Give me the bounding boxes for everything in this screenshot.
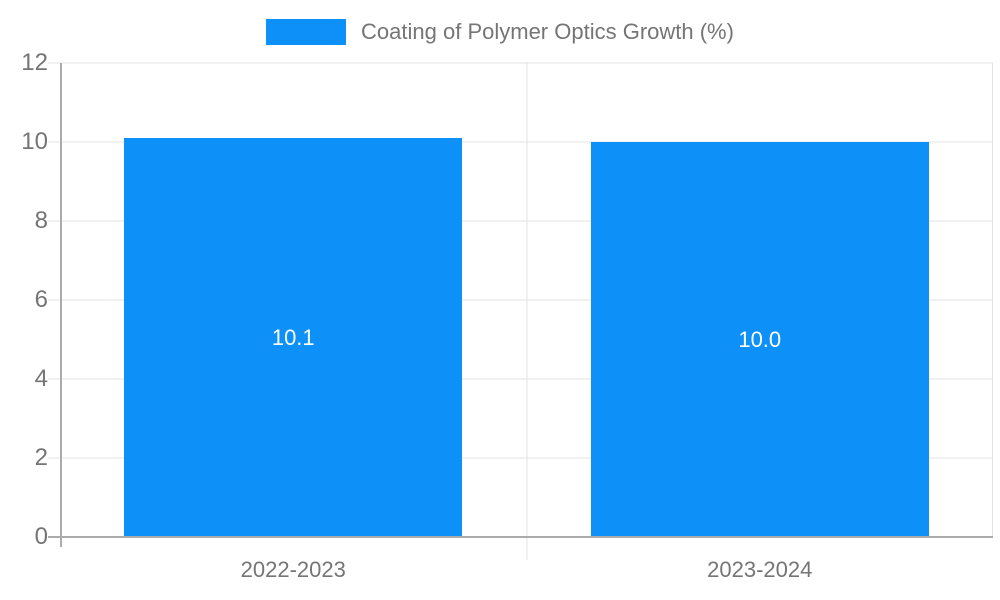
gridline: [48, 378, 993, 380]
bar-slot: 10.0: [527, 63, 994, 537]
legend[interactable]: Coating of Polymer Optics Growth (%): [0, 17, 1000, 47]
y-tick-label: 8: [34, 207, 48, 235]
y-tick-label: 12: [21, 49, 48, 76]
x-tick-label: 2023-2024: [707, 557, 813, 582]
x-axis-baseline: [48, 536, 993, 538]
y-axis-line: [60, 63, 62, 547]
y-tick-label: 10: [21, 128, 48, 155]
bar-2022-2023[interactable]: 10.1: [124, 138, 463, 537]
gridline: [48, 141, 993, 143]
bar-value-label: 10.0: [738, 326, 782, 352]
bars-container: 10.1 10.0: [60, 63, 993, 537]
bar-value-label: 10.1: [271, 324, 315, 350]
plot-area: 10.1 10.0: [48, 62, 993, 560]
gridline: [48, 299, 993, 301]
y-axis-labels: 0 2 4 6 8 10 12: [0, 51, 48, 549]
x-axis-labels: 2022-2023 2023-2024: [60, 557, 993, 589]
x-tick-label: 2022-2023: [240, 557, 346, 582]
bar-2023-2024[interactable]: 10.0: [590, 142, 929, 537]
legend-swatch: [266, 19, 347, 45]
y-tick-label: 0: [34, 523, 48, 550]
bar-slot: 10.1: [60, 63, 527, 537]
gridline: [48, 457, 993, 459]
gridline: [48, 220, 993, 222]
y-tick-label: 2: [34, 444, 48, 472]
y-tick-label: 6: [34, 286, 48, 313]
plot-right-border: [992, 63, 993, 537]
category-boundary-gridline: [526, 63, 527, 560]
legend-label: Coating of Polymer Optics Growth (%): [361, 19, 734, 44]
y-tick-label: 4: [34, 365, 48, 393]
gridline: [48, 62, 993, 64]
